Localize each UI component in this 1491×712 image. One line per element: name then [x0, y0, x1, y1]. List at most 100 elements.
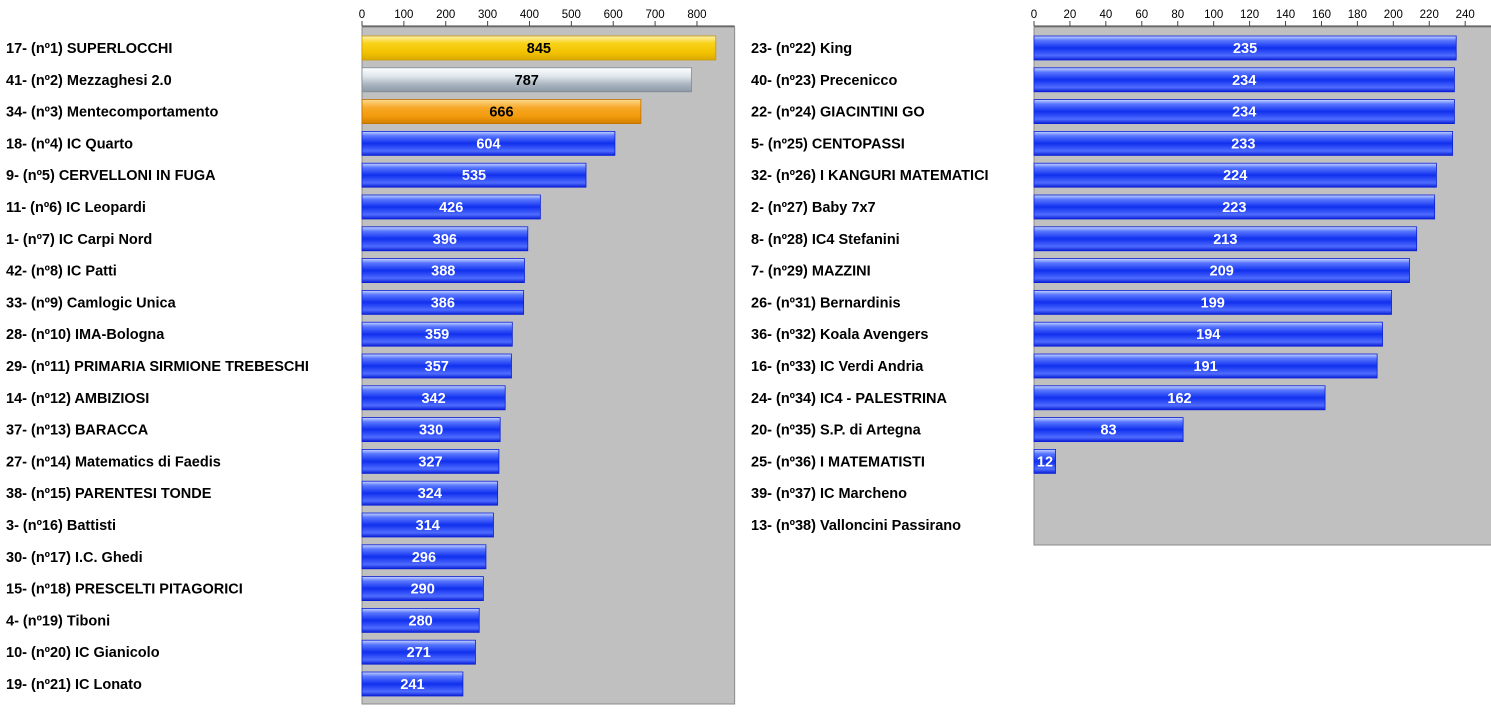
bar-value-label: 234	[1232, 73, 1256, 89]
x-tick-label: 220	[1420, 9, 1439, 21]
category-label: 17- (nº1) SUPERLOCCHI	[6, 41, 172, 57]
x-tick-label: 800	[687, 9, 706, 21]
bar-bronze	[361, 99, 642, 124]
category-label: 7- (nº29) MAZZINI	[751, 264, 871, 280]
category-label: 20- (nº35) S.P. di Artegna	[751, 423, 922, 439]
category-label: 27- (nº14) Matematics di Faedis	[6, 454, 221, 470]
bar-blue	[1033, 321, 1383, 347]
category-label: 29- (nº11) PRIMARIA SIRMIONE TREBESCHI	[6, 359, 309, 375]
category-label: 13- (nº38) Valloncini Passirano	[751, 518, 961, 534]
category-label: 32- (nº26) I KANGURI MATEMATICI	[751, 168, 989, 184]
bar-blue	[1033, 353, 1378, 379]
bar-blue	[361, 162, 587, 188]
bar-value-label: 296	[412, 550, 436, 566]
bar-blue	[1033, 194, 1436, 220]
category-label: 24- (nº34) IC4 - PALESTRINA	[751, 391, 947, 407]
x-tick-label: 60	[1135, 9, 1148, 21]
x-tick-label: 100	[394, 9, 413, 21]
bar-blue	[1033, 385, 1326, 411]
x-tick-label: 100	[1204, 9, 1223, 21]
bar-value-label: 342	[421, 391, 445, 407]
bar-blue	[361, 417, 501, 443]
category-label: 36- (nº32) Koala Avengers	[751, 327, 928, 343]
category-label: 42- (nº8) IC Patti	[6, 264, 117, 280]
x-tick-label: 160	[1312, 9, 1331, 21]
bar-value-label: 194	[1196, 327, 1220, 343]
bar-value-label: 666	[489, 105, 513, 121]
category-label: 8- (nº28) IC4 Stefanini	[751, 232, 900, 248]
bar-blue	[1033, 258, 1410, 284]
bar-blue	[361, 353, 512, 379]
category-label: 28- (nº10) IMA-Bologna	[6, 327, 165, 343]
category-label: 38- (nº15) PARENTESI TONDE	[6, 486, 212, 502]
x-tick-label: 240	[1456, 9, 1475, 21]
bar-blue	[361, 289, 525, 315]
x-tick-label: 600	[604, 9, 623, 21]
chart-panel-2: 0 20 40 60 80 100 120 140 160 180 200 220 240 23- (nº…	[751, 9, 1491, 546]
category-label: 30- (nº17) I.C. Ghedi	[6, 550, 143, 566]
category-label: 16- (nº33) IC Verdi Andria	[751, 359, 924, 375]
bar-blue	[1033, 130, 1454, 156]
x-tick-label: 500	[562, 9, 581, 21]
category-label: 9- (nº5) CERVELLONI IN FUGA	[6, 168, 216, 184]
bar-blue	[1033, 67, 1455, 93]
category-label: 26- (nº31) Bernardinis	[751, 295, 901, 311]
bar-blue	[361, 671, 464, 697]
bar-value-label: 224	[1223, 168, 1247, 184]
bar-blue	[361, 258, 525, 284]
bar-blue	[361, 608, 480, 633]
category-label: 33- (nº9) Camlogic Unica	[6, 295, 177, 311]
category-label: 3- (nº16) Battisti	[6, 518, 116, 534]
bar-blue	[1033, 289, 1392, 315]
x-tick-label: 200	[1384, 9, 1403, 21]
bar-value-label: 213	[1213, 232, 1237, 248]
bar-value-label: 271	[407, 645, 431, 661]
chart-panel-1: 0 100 200 300 400 500 600 700 800 17- (nº1) SUPER…	[6, 9, 736, 705]
bar-silver	[361, 67, 692, 93]
bar-blue	[1033, 35, 1457, 61]
bar-value-label: 199	[1201, 295, 1225, 311]
bar-value-label: 787	[515, 73, 539, 89]
bar-blue	[361, 194, 541, 220]
bar-value-label: 233	[1231, 136, 1255, 152]
category-label: 40- (nº23) Precenicco	[751, 73, 897, 89]
bar-blue	[361, 639, 476, 665]
category-label: 10- (nº20) IC Gianicolo	[6, 645, 160, 661]
category-label: 37- (nº13) BARACCA	[6, 423, 149, 439]
category-label: 14- (nº12) AMBIZIOSI	[6, 391, 149, 407]
category-label: 11- (nº6) IC Leopardi	[6, 200, 146, 216]
bar-blue	[361, 576, 484, 601]
x-tick-label: 0	[1031, 9, 1037, 21]
bar-blue	[361, 130, 616, 156]
bar-value-label: 209	[1210, 264, 1234, 280]
x-tick-label: 400	[520, 9, 539, 21]
x-tick-label: 140	[1276, 9, 1295, 21]
bar-blue	[361, 544, 487, 570]
bar-value-label: 845	[527, 41, 551, 57]
bar-blue	[361, 448, 500, 474]
bar-blue	[1033, 226, 1418, 252]
bar-value-label: 235	[1233, 41, 1257, 57]
x-tick-label: 200	[436, 9, 455, 21]
bar-blue	[1033, 162, 1437, 188]
category-label: 19- (nº21) IC Lonato	[6, 677, 142, 693]
category-label: 23- (nº22) King	[751, 41, 852, 57]
bar-blue	[361, 480, 499, 506]
bar-blue	[361, 512, 494, 538]
bar-blue	[361, 385, 506, 411]
bar-blue	[1033, 417, 1184, 443]
bar-value-label: 535	[462, 168, 486, 184]
bar-value-label: 359	[425, 327, 449, 343]
bar-value-label: 12	[1037, 454, 1053, 470]
category-label: 5- (nº25) CENTOPASSI	[751, 136, 905, 152]
bar-value-label: 280	[409, 613, 433, 629]
bar-value-label: 426	[439, 200, 463, 216]
category-label: 18- (nº4) IC Quarto	[6, 136, 133, 152]
bar-value-label: 330	[419, 423, 443, 439]
category-label: 15- (nº18) PRESCELTI PITAGORICI	[6, 582, 243, 598]
bar-value-label: 290	[411, 582, 435, 598]
bar-value-label: 327	[418, 454, 442, 470]
bar-value-label: 223	[1222, 200, 1246, 216]
bar-gold	[361, 35, 717, 61]
